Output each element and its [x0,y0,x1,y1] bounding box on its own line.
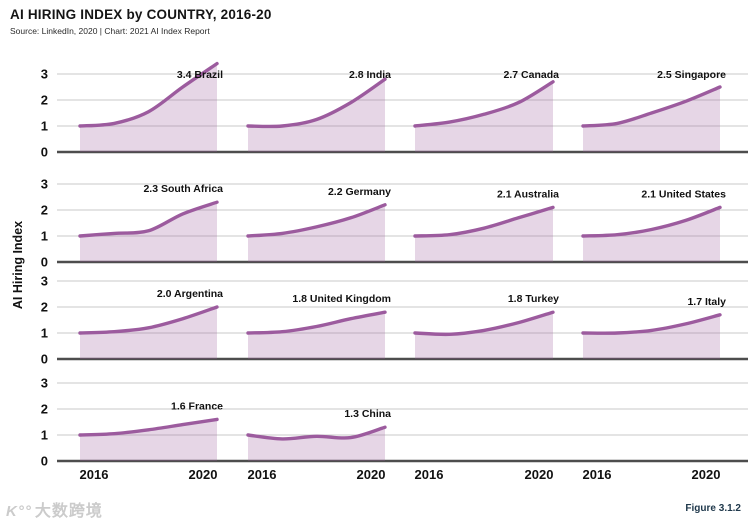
y-tick-label: 2 [41,300,48,315]
facet-united-kingdom: 1.8 United Kingdom [246,293,391,359]
x-tick-label: 2016 [583,467,612,482]
trend-line [78,61,219,128]
trend-line [581,205,722,238]
x-tick-label: 2020 [525,467,554,482]
trend-line [246,425,387,441]
area-fill [248,79,385,152]
series-label: 2.1 Australia [497,188,559,200]
y-tick-label: 3 [41,67,48,82]
area-fill [248,312,385,359]
trend-line [581,85,722,128]
y-tick-label: 3 [41,274,48,289]
x-tick-label: 2020 [189,467,218,482]
series-label: 1.6 France [171,400,223,412]
facet-united-states: 2.1 United States [581,188,726,262]
facet-china: 1.3 China [246,408,391,461]
area-fill [583,87,720,152]
y-tick-label: 2 [41,93,48,108]
facet-australia: 2.1 Australia [413,188,559,262]
series-label: 2.3 South Africa [143,183,223,195]
series-label: 2.8 India [349,69,391,81]
y-tick-label: 0 [41,352,48,367]
facet-india: 2.8 India [246,69,391,152]
area-fill [80,63,217,152]
series-label: 1.3 China [344,408,391,420]
watermark-logo-icon: K°° [6,503,32,520]
area-fill [80,419,217,461]
trend-line [246,203,387,238]
trend-line [246,77,387,129]
figure-label: Figure 3.1.2 [685,503,741,514]
watermark-text: 大数跨境 [34,503,103,520]
chart-header: AI HIRING INDEX by COUNTRY, 2016-20 Sour… [10,7,272,36]
watermark: K°° 大数跨境 [6,497,103,521]
trend-line [413,310,555,337]
trend-line [78,305,219,335]
facet-row-3: 3 2 1 0 [41,274,748,367]
y-tick-label: 1 [41,119,48,134]
series-label: 2.5 Singapore [657,69,726,81]
trend-line [246,310,387,335]
y-tick-label: 3 [41,177,48,192]
series-label: 1.8 United Kingdom [292,293,391,305]
series-label: 2.1 United States [641,188,726,200]
series-label: 3.4 Brazil [177,69,223,81]
series-label: 1.8 Turkey [508,293,559,305]
facet-row-1: 3 2 1 0 [41,67,748,160]
series-label: 2.0 Argentina [157,288,223,300]
x-tick-label: 2016 [80,467,109,482]
facet-germany: 2.2 Germany [246,186,391,262]
y-tick-label: 0 [41,145,48,160]
chart-title: AI HIRING INDEX by COUNTRY, 2016-20 [10,7,272,22]
facet-row-4: 3 2 1 0 [41,376,748,469]
x-tick-label: 2020 [357,467,386,482]
series-label: 2.2 Germany [328,186,391,198]
small-multiples-chart: 3 2 1 0 3 2 1 0 3 2 1 0 3 2 1 0 3.4 Brazil 2.8 India 2.7 C… [41,61,748,482]
y-tick-label: 1 [41,229,48,244]
trend-line [413,80,555,128]
facet-italy: 1.7 Italy [581,296,726,359]
y-tick-label: 2 [41,402,48,417]
facet-france: 1.6 France [78,400,223,461]
trend-line [581,313,722,335]
facet-singapore: 2.5 Singapore [581,69,726,152]
trend-line [413,205,555,238]
area-fill [415,81,553,152]
y-tick-label: 1 [41,326,48,341]
facet-argentina: 2.0 Argentina [78,288,223,359]
facet-canada: 2.7 Canada [413,69,560,152]
series-label: 1.7 Italy [687,296,726,308]
x-tick-label: 2016 [415,467,444,482]
area-fill [583,314,720,359]
area-fill [248,427,385,461]
y-tick-label: 0 [41,454,48,469]
facet-brazil: 3.4 Brazil [78,61,223,152]
y-tick-label: 2 [41,203,48,218]
y-tick-label: 0 [41,255,48,270]
facet-row-2: 3 2 1 0 [41,177,748,270]
chart-source: Source: LinkedIn, 2020 | Chart: 2021 AI … [10,26,210,36]
y-tick-label: 1 [41,428,48,443]
x-tick-label: 2020 [692,467,721,482]
trend-line [78,417,219,437]
facet-south-africa: 2.3 South Africa [78,183,223,262]
facet-turkey: 1.8 Turkey [413,293,559,359]
series-label: 2.7 Canada [504,69,560,81]
area-fill [415,207,553,262]
x-tick-label: 2016 [248,467,277,482]
trend-line [78,200,219,238]
y-tick-label: 3 [41,376,48,391]
